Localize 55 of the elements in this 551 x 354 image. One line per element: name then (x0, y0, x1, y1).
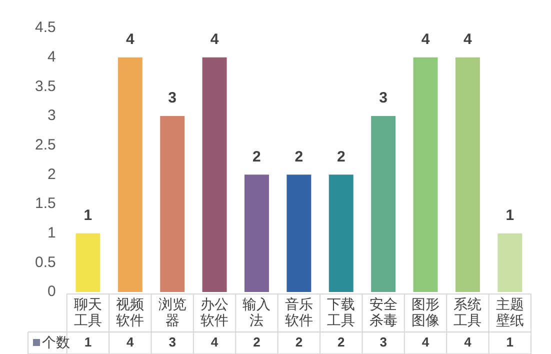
x-tick-label: 视频软件 (116, 296, 144, 328)
text: 4 (126, 30, 134, 48)
x-tick-label: 聊天工具 (74, 296, 102, 328)
data-label: 2 (338, 334, 345, 350)
x-tick-label: 浏览器 (158, 296, 186, 328)
bar (413, 57, 438, 292)
x-tick-label: 办公软件 (200, 296, 229, 328)
y-tick-label: 4 (48, 48, 56, 66)
x-tick-label: 主题壁纸 (496, 296, 524, 328)
bar (328, 174, 354, 292)
data-label: 1 (506, 334, 514, 350)
x-tick-label: 下载工具 (327, 296, 356, 328)
text: 3 (168, 90, 177, 107)
y-tick-label: 1.5 (34, 195, 56, 212)
data-label: 2 (295, 334, 303, 350)
y-tick-label: 1 (48, 224, 56, 242)
text: 2 (252, 148, 261, 166)
text: 2 (336, 148, 346, 166)
bar (286, 174, 312, 292)
text: 1 (506, 206, 514, 224)
x-tick-label: 输入法 (242, 296, 271, 328)
y-tick-label: 2.5 (34, 136, 56, 154)
bar (160, 116, 185, 292)
data-label: 3 (168, 334, 176, 350)
data-label: 1 (84, 334, 92, 350)
bar (244, 174, 269, 292)
data-label: 4 (464, 334, 472, 350)
text: 4 (210, 30, 219, 48)
text: 3 (379, 90, 388, 107)
y-tick-label: 3.5 (34, 78, 56, 95)
x-tick-label: 图形图像 (412, 296, 440, 328)
bar (455, 57, 480, 292)
data-label: 4 (126, 334, 135, 350)
y-tick-label: 0.5 (34, 254, 56, 271)
y-tick-label: 4.5 (34, 19, 56, 36)
bar (371, 116, 396, 292)
x-tick-label: 安全杀毒 (369, 296, 398, 328)
text: 1 (84, 206, 92, 224)
text: 2 (294, 148, 304, 166)
x-tick-label: 音乐软件 (284, 296, 313, 328)
text: 4 (464, 30, 472, 48)
y-tick-label: 0 (48, 283, 56, 300)
bar (76, 233, 100, 292)
bar (202, 57, 227, 292)
data-label: 3 (380, 334, 387, 350)
text: 4 (421, 30, 430, 48)
data-label: 4 (422, 334, 430, 350)
x-tick-label: 系统工具 (454, 296, 482, 328)
y-tick-label: 3 (48, 107, 56, 124)
y-tick-label: 2 (48, 166, 56, 183)
text: 个数 (42, 334, 70, 350)
data-label: 4 (210, 334, 219, 350)
bar (118, 57, 142, 292)
bar (498, 233, 522, 292)
data-label: 2 (253, 334, 260, 350)
